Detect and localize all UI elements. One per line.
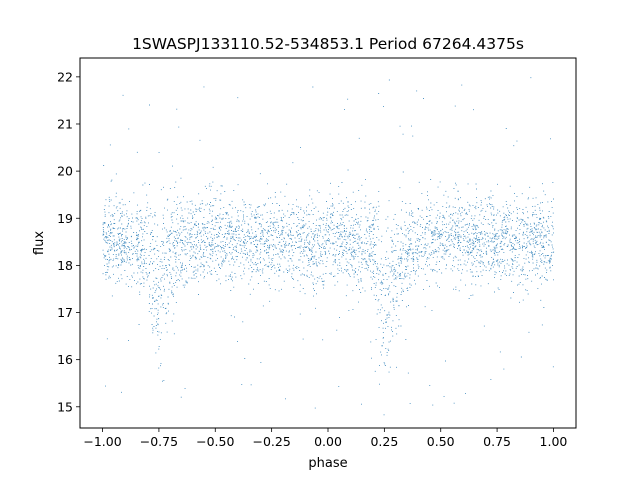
x-axis-label: phase	[308, 456, 347, 471]
x-tick-label: 0.25	[370, 434, 398, 449]
x-tick-label: −0.50	[196, 434, 234, 449]
chart-title: 1SWASPJ133110.52-534853.1 Period 67264.4…	[132, 35, 524, 53]
y-axis-label: flux	[32, 231, 47, 255]
scatter-points	[102, 77, 555, 416]
y-tick-label: 17	[57, 305, 73, 320]
x-tick-label: −1.00	[83, 434, 121, 449]
x-axis: −1.00 −0.75 −0.50 −0.25 0.00 0.25 0.50 0.75 1.00	[83, 428, 567, 449]
x-tick-label: 0.50	[427, 434, 455, 449]
x-tick-label: 0.75	[483, 434, 511, 449]
x-tick-label: 1.00	[540, 434, 568, 449]
data-points	[102, 77, 555, 416]
y-tick-label: 18	[57, 258, 73, 273]
x-tick-label: −0.25	[252, 434, 290, 449]
x-tick-label: −0.75	[140, 434, 178, 449]
y-tick-label: 21	[57, 116, 73, 131]
y-tick-label: 20	[57, 164, 73, 179]
y-tick-label: 19	[57, 211, 73, 226]
y-tick-label: 16	[57, 352, 73, 367]
y-tick-label: 22	[57, 69, 73, 84]
x-tick-label: 0.00	[314, 434, 342, 449]
y-tick-label: 15	[57, 399, 73, 414]
y-axis: 15 16 17 18 19 20 21 22	[57, 69, 80, 414]
